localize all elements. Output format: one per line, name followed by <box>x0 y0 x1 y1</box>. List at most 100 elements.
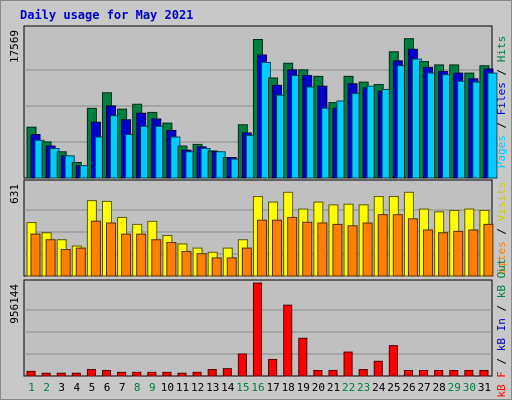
bar-sites <box>407 218 418 277</box>
bar-kb-f <box>86 369 96 377</box>
x-tick-19: 19 <box>297 381 310 394</box>
bar-sites <box>121 233 132 277</box>
bar-pages <box>487 72 498 179</box>
bar-sites <box>226 257 237 277</box>
bar-kb-f <box>464 369 474 377</box>
bar-kb-f <box>388 345 398 377</box>
bar-sites <box>211 257 222 277</box>
x-tick-10: 10 <box>161 381 174 394</box>
x-tick-2: 2 <box>43 381 50 394</box>
bar-kb-f <box>252 282 263 377</box>
panel-hits-max-label: 17569 <box>8 30 21 63</box>
bar-sites <box>362 222 373 277</box>
legend-segment: Sites <box>495 241 508 274</box>
x-tick-7: 7 <box>119 381 126 394</box>
bar-sites <box>166 242 177 277</box>
bar-kb-f <box>419 369 429 377</box>
bar-kb-f <box>268 358 278 377</box>
legend-segment: Hits <box>495 36 508 63</box>
x-tick-16: 16 <box>251 381 264 394</box>
x-tick-4: 4 <box>74 381 81 394</box>
bar-sites <box>151 239 162 277</box>
bar-sites <box>90 220 101 277</box>
x-tick-25: 25 <box>387 381 400 394</box>
bar-sites <box>468 229 479 277</box>
x-tick-23: 23 <box>357 381 370 394</box>
bar-sites <box>347 225 358 277</box>
legend-segment: / <box>495 62 508 82</box>
panel-visits-legend: Sites / Visits <box>495 182 508 275</box>
bar-sites <box>30 233 41 277</box>
panel-kbytes-legend: kB F / kB In / kB Out <box>495 258 508 397</box>
legend-segment: kB Out <box>495 258 508 298</box>
bar-kb-f <box>71 372 81 377</box>
bar-sites <box>377 214 388 277</box>
bar-kb-f <box>343 351 353 377</box>
x-tick-9: 9 <box>149 381 156 394</box>
legend-segment: / <box>495 221 508 241</box>
panel-visits-max-label: 631 <box>8 184 21 204</box>
panel-kbytes-max-label: 956144 <box>8 284 21 324</box>
chart-title: Daily usage for May 2021 <box>20 8 193 22</box>
bar-kb-f <box>41 372 51 377</box>
x-tick-29: 29 <box>448 381 461 394</box>
bar-kb-f <box>298 337 308 377</box>
legend-segment: kB In <box>495 318 508 351</box>
legend-segment: Pages <box>495 135 508 168</box>
x-tick-26: 26 <box>402 381 415 394</box>
bar-kb-f <box>162 371 172 377</box>
x-tick-30: 30 <box>463 381 476 394</box>
bar-kb-f <box>237 353 247 377</box>
bar-kb-f <box>328 369 338 377</box>
bar-kb-f <box>207 369 217 377</box>
x-tick-21: 21 <box>327 381 340 394</box>
bar-kb-f <box>434 369 444 377</box>
x-tick-20: 20 <box>312 381 325 394</box>
legend-segment: / <box>495 351 508 371</box>
x-tick-27: 27 <box>417 381 430 394</box>
bar-kb-f <box>222 368 232 377</box>
x-tick-17: 17 <box>266 381 279 394</box>
bar-sites <box>181 251 192 277</box>
x-tick-24: 24 <box>372 381 386 394</box>
bar-sites <box>332 223 343 277</box>
x-tick-6: 6 <box>104 381 111 394</box>
bar-kb-f <box>117 371 127 377</box>
bar-kb-f <box>313 369 323 377</box>
bar-kb-f <box>403 369 414 377</box>
bar-sites <box>423 229 434 277</box>
bar-sites <box>196 253 207 277</box>
bar-sites <box>45 239 56 277</box>
bar-sites <box>105 222 116 277</box>
legend-segment: kB F <box>495 371 508 398</box>
bar-kb-f <box>147 371 157 377</box>
x-tick-13: 13 <box>206 381 219 394</box>
bar-kb-f <box>283 304 293 377</box>
x-tick-14: 14 <box>221 381 235 394</box>
legend-segment: Files <box>495 82 508 115</box>
bar-sites <box>483 223 494 277</box>
bar-kb-f <box>101 369 112 377</box>
bar-sites <box>317 222 328 277</box>
bar-sites <box>392 214 403 277</box>
x-tick-15: 15 <box>236 381 249 394</box>
bar-sites <box>60 249 71 277</box>
bar-sites <box>272 219 283 277</box>
legend-segment: Visits <box>495 182 508 222</box>
x-tick-28: 28 <box>433 381 446 394</box>
x-tick-labels: 1 2 3 4 5 6 7 8 9 10 11 12 13 14 15 16 17 18 19 20 21 22 23 24 2… <box>28 381 491 394</box>
x-tick-11: 11 <box>176 381 189 394</box>
bar-sites <box>438 232 449 277</box>
panel-hits-legend: Pages / Files / Hits <box>495 36 508 169</box>
bar-sites <box>256 219 267 277</box>
bar-kb-f <box>479 369 489 377</box>
x-tick-31: 31 <box>478 381 491 394</box>
bar-kb-f <box>358 369 368 377</box>
bar-kb-f <box>26 370 36 377</box>
bar-sites <box>136 233 147 277</box>
bar-sites <box>453 230 464 277</box>
bar-kb-f <box>192 371 202 377</box>
bar-kb-f <box>177 372 187 377</box>
